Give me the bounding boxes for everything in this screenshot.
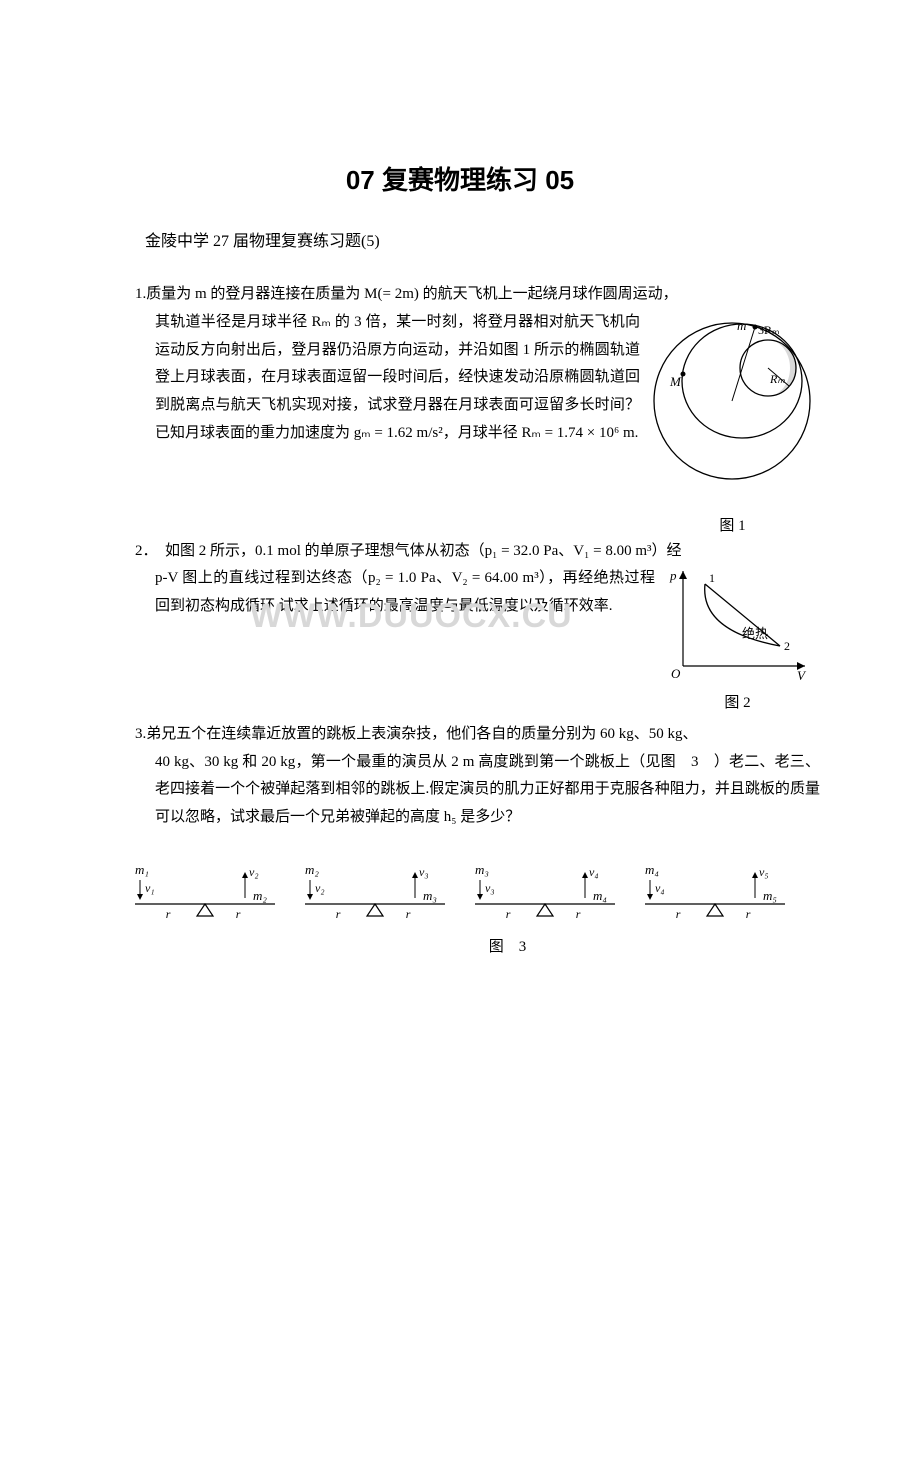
velocity-label-right: v₂ [249,865,259,879]
r-label: r [166,907,171,921]
mass-label-right: m₅ [763,888,777,903]
problem-2-line1: 如图 2 所示，0.1 mol 的单原子理想气体从初态（p₁ = 32.0 Pa… [165,543,681,559]
arrow-head-up [752,872,758,878]
fig1-label-3Rm: 3Rₘ [758,323,779,337]
mass-label-right: m₃ [423,888,437,903]
figure-3: m₁ v₁ v₂ m₂ r r m₂ v₂ v₃ m₃ r r m₃ v₃ v₄ m₄ r r m₄ v₄ v₅ m₅ r r… [135,862,920,956]
figure-2-svg: p V O 1 2 绝热 [665,566,810,681]
velocity-label-right: v₄ [589,865,599,879]
problem-3-num: 3. [135,726,146,742]
figure-1-svg: m M 3Rₘ Rₘ [650,306,815,501]
problem-2-num: 2． [135,543,150,559]
r-label: r [676,907,681,921]
fig1-label-M: M [669,374,682,389]
mass-label: m₁ [135,862,149,877]
arrow-head-up [242,872,248,878]
page-subtitle: 金陵中学 27 届物理复赛练习题(5) [145,227,920,251]
figure-3-label: 图 3 [95,935,920,956]
r-label: r [336,907,341,921]
page-title: 07 复赛物理练习 05 [0,160,920,197]
arrow-head-up [582,872,588,878]
problem-3: 3.弟兄五个在连续靠近放置的跳板上表演杂技，他们各自的质量分别为 60 kg、5… [135,721,820,832]
seesaw-fulcrum [537,904,553,916]
r-label: r [746,907,751,921]
mass-label: m₂ [305,862,319,877]
problem-3-body-wrap: 40 kg、30 kg 和 20 kg，第一个最重的演员从 2 m 高度跳到第一… [135,749,820,832]
r-label: r [576,907,581,921]
seesaw-fulcrum [197,904,213,916]
arrow-head-up [412,872,418,878]
velocity-label-right: v₃ [419,865,429,879]
problem-3-first-line: 3.弟兄五个在连续靠近放置的跳板上表演杂技，他们各自的质量分别为 60 kg、5… [135,721,820,749]
arrow-head [647,894,653,900]
velocity-label-right: v₅ [759,865,769,879]
problem-3-line1: 弟兄五个在连续靠近放置的跳板上表演杂技，他们各自的质量分别为 60 kg、50 … [146,726,697,742]
fig2-arrow-p [679,571,687,579]
arrow-head [137,894,143,900]
fig2-adiabatic-label: 绝热 [742,626,768,641]
fig2-label-O: O [671,666,681,681]
r-label: r [236,907,241,921]
velocity-label-left: v₃ [485,881,495,895]
fig2-label-p: p [669,568,677,583]
velocity-label-left: v₁ [145,881,155,895]
fig1-point-M [681,372,686,377]
problem-1-num: 1. [135,286,146,302]
problem-1: 1.质量为 m 的登月器连接在质量为 M(= 2m) 的航天飞机上一起绕月球作圆… [135,281,800,448]
fig2-point-1: 1 [709,571,715,585]
fig2-label-V: V [797,668,807,681]
mass-label-right: m₄ [593,888,607,903]
velocity-label-left: v₄ [655,881,665,895]
figure-2-label: 图 2 [665,691,810,712]
velocity-label-left: v₂ [315,881,325,895]
seesaw-fulcrum [367,904,383,916]
mass-label: m₃ [475,862,489,877]
problem-1-line1: 质量为 m 的登月器连接在质量为 M(= 2m) 的航天飞机上一起绕月球作圆周运… [146,286,677,302]
figure-1: m M 3Rₘ Rₘ 图 1 [650,306,815,535]
seesaw-fulcrum [707,904,723,916]
mass-label-right: m₂ [253,888,267,903]
r-label: r [506,907,511,921]
fig1-point-m [753,325,758,330]
figure-2: p V O 1 2 绝热 图 2 [665,566,810,712]
figure-3-svg: m₁ v₁ v₂ m₂ r r m₂ v₂ v₃ m₃ r r m₃ v₃ v₄ m₄ r r m₄ v₄ v₅ m₅ r r [135,862,815,922]
problem-2-body: p-V 图上的直线过程到达终态（p₂ = 1.0 Pa、V₂ = 64.00 m… [155,565,655,621]
fig2-point-2: 2 [784,639,790,653]
arrow-head [477,894,483,900]
problem-3-body: 40 kg、30 kg 和 20 kg，第一个最重的演员从 2 m 高度跳到第一… [155,749,820,832]
problem-1-body: 其轨道半径是月球半径 Rₘ 的 3 倍，某一时刻，将登月器相对航天飞机向运动反方… [155,309,640,448]
mass-label: m₄ [645,862,659,877]
problem-2: 2． 如图 2 所示，0.1 mol 的单原子理想气体从初态（p₁ = 32.0… [135,538,800,621]
problem-1-first-line: 1.质量为 m 的登月器连接在质量为 M(= 2m) 的航天飞机上一起绕月球作圆… [135,281,800,309]
arrow-head [307,894,313,900]
fig1-label-Rm: Rₘ [769,372,785,386]
r-label: r [406,907,411,921]
fig1-label-m: m [737,318,746,333]
figure-1-label: 图 1 [650,514,815,535]
problem-2-first-line: 2． 如图 2 所示，0.1 mol 的单原子理想气体从初态（p₁ = 32.0… [135,538,800,566]
